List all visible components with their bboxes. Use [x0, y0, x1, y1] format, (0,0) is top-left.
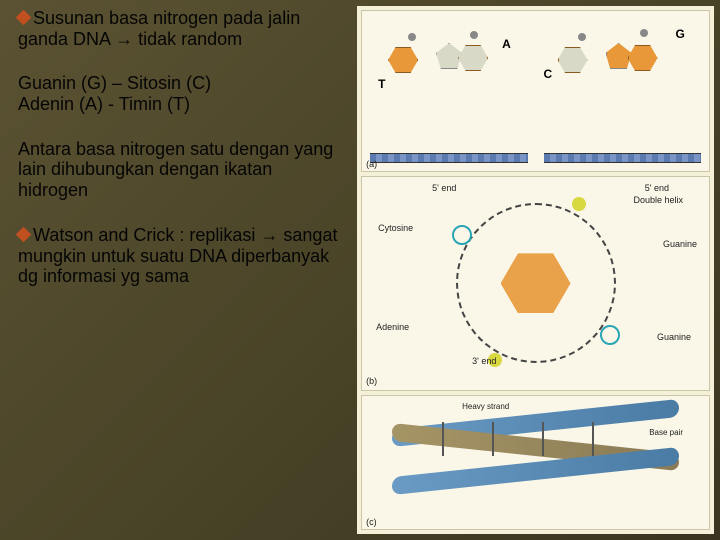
bullet-2a-text: Guanin (G) – Sitosin (C) — [18, 73, 211, 93]
label-5end-r: 5' end — [645, 183, 669, 193]
figure-column: T A C G (a) — [357, 6, 714, 534]
diamond-bullet-icon — [16, 10, 32, 26]
pyrimidine-ring-icon — [558, 47, 588, 73]
panel-tag-b: (b) — [366, 376, 377, 386]
atom-dot-icon — [578, 33, 586, 41]
bullet-1: Susunan basa nitrogen pada jalin ganda D… — [18, 8, 345, 49]
purine-ring-icon — [436, 43, 462, 69]
diamond-bullet-icon — [16, 227, 32, 243]
rung-icon — [492, 422, 494, 456]
label-T: T — [378, 77, 385, 91]
sugar-ring-icon — [600, 325, 620, 345]
purine-ring2-icon — [458, 45, 488, 71]
panel-tag-c: (c) — [366, 517, 377, 527]
bullet-2b-text: Adenin (A) - Timin (T) — [18, 94, 190, 114]
label-guanine: Guanine — [663, 239, 697, 249]
sugar-ring-icon — [452, 225, 472, 245]
backbone-bar-icon — [544, 153, 701, 163]
label-adenine: Adenine — [376, 322, 409, 332]
figure-c-helix: Base pair Heavy strand (c) — [361, 395, 710, 530]
label-heavystrand: Heavy strand — [462, 402, 509, 411]
purine-ring-icon — [606, 43, 632, 69]
rung-icon — [542, 422, 544, 456]
backbone-bar-icon — [370, 153, 527, 163]
text-column: Susunan basa nitrogen pada jalin ganda D… — [0, 0, 357, 540]
bullet-4: Watson and Crick : replikasi → sangat mu… — [18, 225, 345, 287]
bullet-2: Guanin (G) – Sitosin (C) Adenin (A) - Ti… — [18, 73, 345, 114]
atom-dot-icon — [408, 33, 416, 41]
bullet-3-text: Antara basa nitrogen satu dengan yang la… — [18, 139, 333, 200]
phosphate-icon — [572, 197, 586, 211]
pyrimidine-ring-icon — [388, 47, 418, 73]
label-doublehelix: Double helix — [633, 195, 683, 205]
rung-icon — [592, 422, 594, 456]
figure-b-crosssection: 5' end 5' end 3' end Cytosine Guanine Ad… — [361, 176, 710, 391]
bullet-1-text: Susunan basa nitrogen pada jalin ganda D… — [18, 8, 300, 49]
basepair-core-icon — [501, 253, 571, 313]
panel-tag-a: (a) — [366, 159, 377, 169]
label-thymine: Guanine — [657, 332, 691, 342]
figure-a-basepairs: T A C G (a) — [361, 10, 710, 172]
label-A: A — [502, 37, 511, 51]
label-G: G — [676, 27, 685, 41]
pair-TA: T A — [362, 11, 535, 171]
label-cytosine: Cytosine — [378, 223, 413, 233]
basepair-row: T A C G — [362, 11, 709, 171]
label-3end: 3' end — [472, 356, 496, 366]
label-C: C — [544, 67, 553, 81]
rung-icon — [442, 422, 444, 456]
bullet-3: Antara basa nitrogen satu dengan yang la… — [18, 139, 345, 201]
bullet-4-text: Watson and Crick : replikasi → sangat mu… — [18, 225, 337, 286]
helix-circle-icon — [456, 203, 616, 363]
label-basepair: Base pair — [649, 428, 683, 437]
purine-ring2-icon — [628, 45, 658, 71]
label-5end: 5' end — [432, 183, 456, 193]
slide-container: Susunan basa nitrogen pada jalin ganda D… — [0, 0, 720, 540]
atom-dot-icon — [470, 31, 478, 39]
pair-CG: C G — [536, 11, 709, 171]
atom-dot-icon — [640, 29, 648, 37]
